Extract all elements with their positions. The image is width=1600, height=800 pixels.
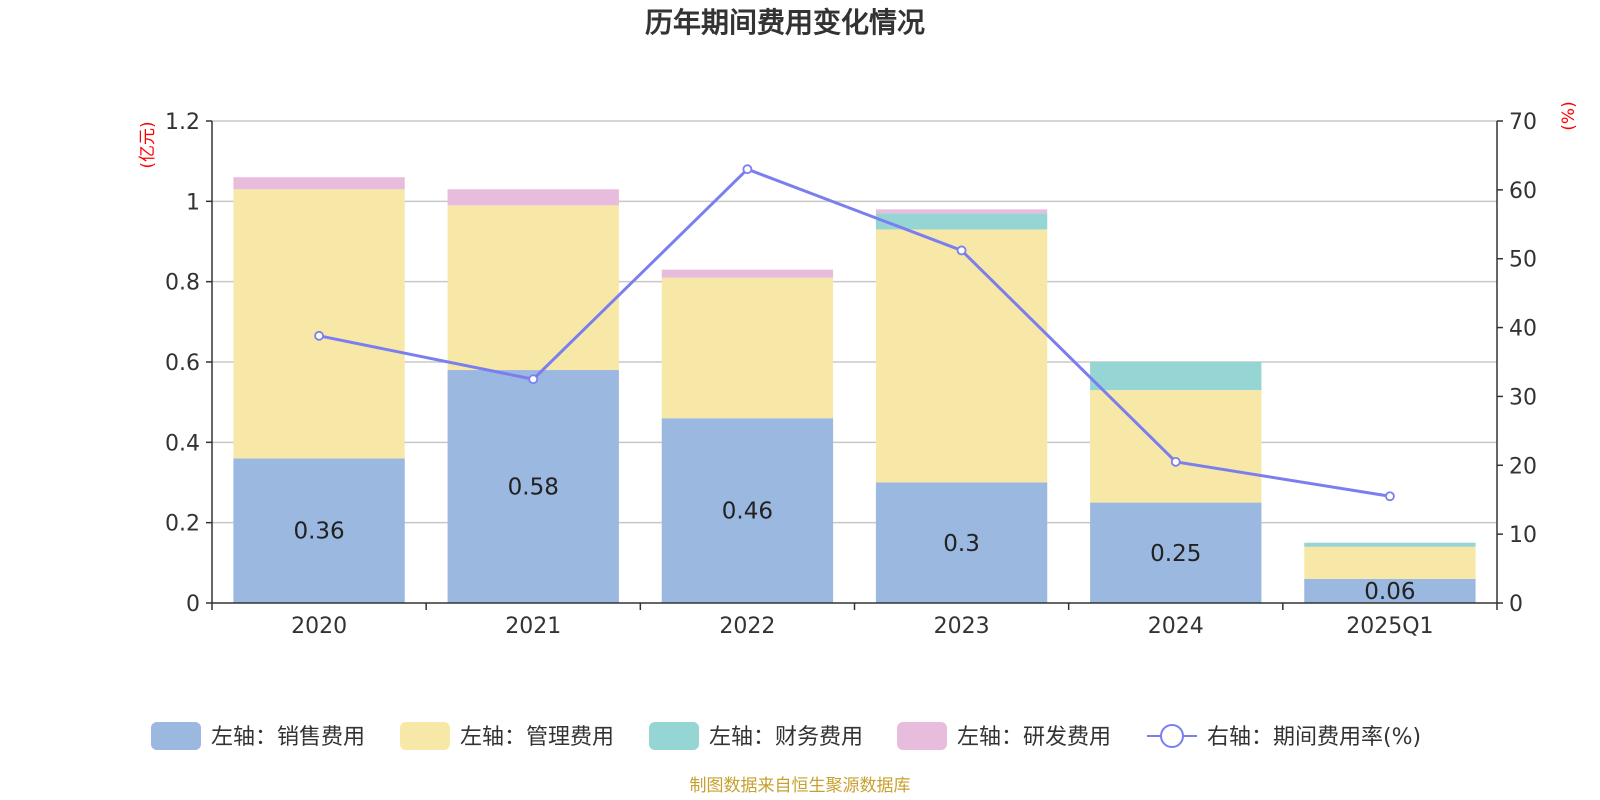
right-tick-label: 20 [1509, 454, 1537, 479]
bar-2024 [1090, 362, 1262, 391]
bar-2022 [661, 418, 834, 603]
bar-2020 [233, 458, 405, 603]
bar-2025Q1 [1304, 542, 1476, 547]
legend-swatch [151, 722, 201, 750]
bar-2023 [875, 209, 1048, 214]
data-label: 0.25 [1150, 541, 1201, 567]
data-labels: 0.36 0.58 0.46 0.3 0.25 0.06 [293, 475, 1415, 605]
left-tick-label: 0 [186, 592, 200, 617]
bar-2023 [875, 229, 1048, 483]
bar-2024 [1090, 390, 1262, 503]
legend-label: 左轴：管理费用 [460, 725, 614, 750]
rate-point [1385, 491, 1395, 502]
legend-swatch [649, 722, 699, 750]
bar-2020 [233, 177, 405, 190]
x-tick-label: 2022 [719, 614, 775, 639]
rate-point [314, 330, 324, 341]
data-label: 0.3 [943, 531, 980, 557]
bar-2025Q1 [1304, 546, 1476, 579]
bar-2024 [1090, 502, 1262, 603]
x-tick-label: 2024 [1148, 614, 1204, 639]
rate-line-path [318, 167, 1391, 498]
rate-point [1170, 456, 1181, 467]
left-tick-label: 0.2 [165, 512, 200, 537]
rate-line [314, 164, 1395, 502]
right-tick-label: 50 [1509, 248, 1537, 273]
legend[interactable]: 左轴：销售费用 左轴：管理费用 左轴：财务费用 左轴：研发费用 右轴：期间费用率(%) [151, 722, 1421, 750]
legend-item[interactable]: 右轴：期间费用率(%) [1147, 724, 1421, 750]
bar-2020 [233, 189, 405, 459]
right-tick-label: 30 [1509, 385, 1537, 410]
legend-item[interactable]: 左轴：管理费用 [400, 722, 614, 750]
legend-item[interactable]: 左轴：销售费用 [151, 722, 365, 750]
legend-item[interactable]: 左轴：财务费用 [649, 722, 863, 750]
gridlines [212, 120, 1497, 524]
x-tick-label: 2021 [505, 614, 561, 639]
rate-point [742, 164, 753, 175]
left-tick-label: 1 [186, 190, 200, 215]
legend-item[interactable]: 左轴：研发费用 [897, 722, 1111, 750]
bar-2023 [875, 482, 1048, 603]
right-tick-label: 10 [1509, 523, 1537, 548]
right-tick-label: 40 [1509, 317, 1537, 342]
left-tick-label: 1.2 [165, 110, 200, 135]
bar-2022 [661, 269, 834, 278]
x-tick-label: 2020 [291, 614, 347, 639]
left-tick-label: 0.8 [165, 271, 200, 296]
legend-marker-icon [1160, 724, 1184, 748]
legend-label: 左轴：销售费用 [211, 725, 365, 750]
chart-title: 历年期间费用变化情况 [645, 6, 925, 39]
legend-label: 左轴：研发费用 [957, 725, 1111, 750]
bar-2021 [447, 370, 619, 603]
data-label: 0.46 [722, 499, 773, 525]
bars [233, 177, 1476, 603]
source-note: 制图数据来自恒生聚源数据库 [690, 776, 911, 796]
bar-2021 [447, 205, 619, 371]
x-tick-label: 2023 [934, 614, 990, 639]
bar-2021 [447, 189, 619, 206]
left-tick-label: 0.4 [165, 431, 200, 456]
right-tick-label: 0 [1509, 592, 1523, 617]
data-label: 0.58 [508, 475, 559, 501]
legend-label: 右轴：期间费用率(%) [1207, 725, 1421, 750]
legend-swatch [897, 722, 947, 750]
data-label: 0.36 [293, 519, 344, 545]
legend-swatch [400, 722, 450, 750]
data-label: 0.06 [1364, 579, 1415, 605]
axes: 0 0.2 0.4 0.6 0.8 1 1.2 0 10 20 30 40 50 60 70 2020 2021… [165, 110, 1537, 639]
right-tick-label: 70 [1509, 110, 1537, 135]
bar-2025Q1 [1304, 578, 1476, 603]
bar-2022 [661, 277, 834, 419]
left-tick-label: 0.6 [165, 351, 200, 376]
x-tick-label: 2025Q1 [1346, 614, 1433, 639]
right-axis-unit: (%) [1559, 101, 1579, 130]
rate-point [528, 374, 539, 385]
left-axis-unit: (亿元) [138, 121, 158, 168]
bar-2023 [875, 213, 1048, 230]
rate-point [956, 245, 967, 256]
legend-label: 左轴：财务费用 [709, 725, 863, 750]
right-tick-label: 60 [1509, 179, 1537, 204]
